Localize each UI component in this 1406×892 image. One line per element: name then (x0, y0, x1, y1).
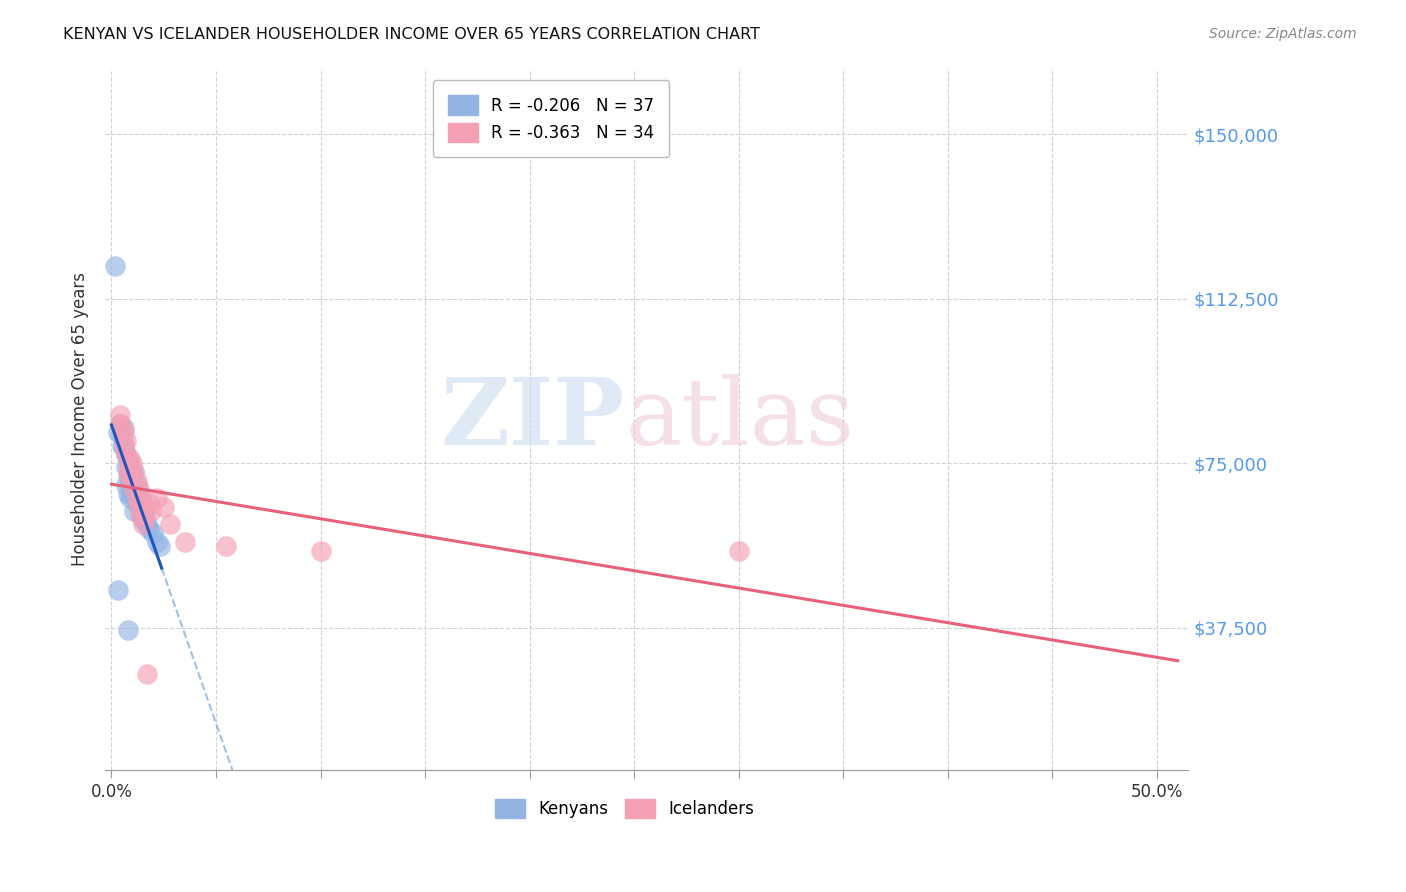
Point (121, 474, 143, 488)
Point (148, 540, 170, 554)
Point (215, 540, 238, 554)
Point (142, 526, 165, 541)
Point (108, 417, 131, 431)
Point (115, 478, 138, 492)
Point (125, 491, 148, 505)
Point (117, 465, 139, 479)
Point (120, 474, 142, 488)
Point (120, 469, 142, 483)
Point (132, 504, 155, 518)
Point (117, 469, 139, 483)
Point (121, 487, 143, 501)
Point (111, 439, 134, 453)
Point (134, 508, 156, 523)
Point (115, 447, 138, 461)
Point (134, 504, 156, 518)
Point (124, 465, 146, 479)
Point (125, 478, 148, 492)
Point (727, 543, 749, 558)
Legend: Kenyans, Icelanders: Kenyans, Icelanders (489, 792, 761, 825)
Point (132, 500, 155, 514)
Point (128, 500, 150, 514)
Point (138, 522, 160, 536)
Point (128, 487, 150, 501)
Point (120, 460, 142, 475)
Point (309, 543, 332, 558)
Point (125, 474, 148, 488)
Point (111, 430, 134, 444)
Point (115, 460, 138, 475)
Point (125, 495, 148, 509)
Point (124, 487, 146, 501)
Point (111, 421, 134, 435)
Text: atlas: atlas (626, 375, 855, 464)
Text: KENYAN VS ICELANDER HOUSEHOLDER INCOME OVER 65 YEARS CORRELATION CHART: KENYAN VS ICELANDER HOUSEHOLDER INCOME O… (63, 27, 761, 42)
Point (138, 495, 160, 509)
Point (128, 500, 150, 514)
Point (107, 583, 129, 598)
Point (112, 425, 135, 440)
Text: ZIP: ZIP (440, 375, 626, 464)
Point (129, 491, 152, 505)
Point (120, 451, 142, 466)
Point (117, 623, 139, 637)
Point (152, 500, 174, 514)
Point (121, 456, 143, 470)
Point (108, 408, 131, 422)
Point (124, 504, 146, 518)
Point (117, 487, 139, 501)
Point (173, 535, 195, 549)
Point (115, 434, 138, 449)
Point (104, 259, 127, 273)
Point (146, 535, 169, 549)
Point (112, 439, 135, 453)
Point (141, 504, 163, 518)
Point (129, 508, 152, 523)
Point (136, 517, 159, 532)
Point (146, 491, 169, 505)
Point (124, 465, 146, 479)
Point (107, 425, 129, 440)
Point (128, 483, 150, 497)
Point (117, 456, 139, 470)
Point (115, 447, 138, 461)
Point (124, 483, 146, 497)
Point (132, 517, 155, 532)
Point (108, 417, 131, 431)
Point (129, 495, 152, 509)
Point (112, 421, 135, 435)
Text: Source: ZipAtlas.com: Source: ZipAtlas.com (1209, 27, 1357, 41)
Point (129, 508, 152, 523)
Point (132, 513, 155, 527)
Point (112, 439, 135, 453)
Point (117, 451, 139, 466)
Point (159, 517, 181, 532)
Y-axis label: Householder Income Over 65 years: Householder Income Over 65 years (72, 272, 89, 566)
Point (136, 666, 159, 681)
Point (120, 491, 142, 505)
Point (121, 469, 143, 483)
